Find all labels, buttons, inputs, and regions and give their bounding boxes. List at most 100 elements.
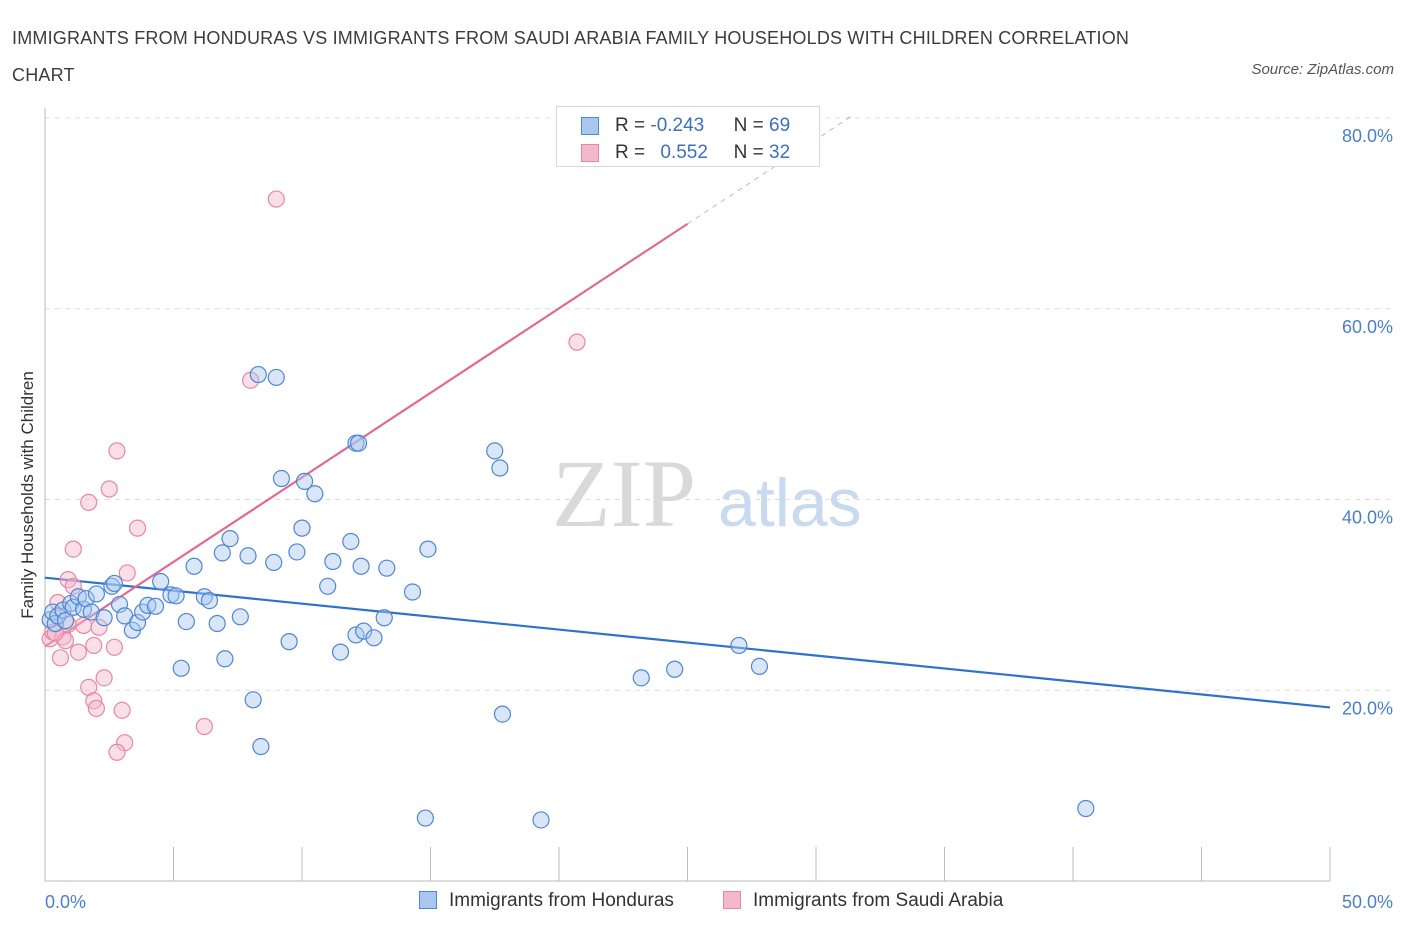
data-point-honduras xyxy=(324,552,342,571)
data-point-saudi-arabia xyxy=(128,519,147,537)
data-point-honduras xyxy=(177,612,195,631)
trendline-honduras xyxy=(44,576,1331,709)
data-point-honduras xyxy=(419,540,437,558)
legend-item-honduras: Immigrants from Honduras xyxy=(419,890,674,912)
data-point-honduras xyxy=(128,613,147,632)
watermark: ZIP atlas xyxy=(552,440,862,547)
legend-label-saudi-arabia: Immigrants from Saudi Arabia xyxy=(753,890,1004,911)
data-point-saudi-arabia xyxy=(95,669,113,687)
data-point-honduras xyxy=(532,811,550,829)
legend-swatch-blue xyxy=(419,891,437,909)
data-point-saudi-arabia xyxy=(69,643,88,661)
legend-n-label: N = xyxy=(733,115,770,136)
x-tick-label: 50.0% xyxy=(1342,892,1393,912)
legend-r-value: 0.552 xyxy=(660,142,708,163)
data-point-saudi-arabia xyxy=(105,638,123,656)
data-point-honduras xyxy=(152,572,170,591)
data-point-honduras xyxy=(265,553,283,572)
data-point-saudi-arabia xyxy=(108,743,126,761)
trendline-saudi-arabia xyxy=(44,222,689,648)
y-tick-label: 40.0% xyxy=(1342,508,1393,528)
legend-label-honduras: Immigrants from Honduras xyxy=(449,890,674,911)
data-point-saudi-arabia xyxy=(267,190,285,208)
data-point-honduras xyxy=(272,469,291,488)
data-point-honduras xyxy=(486,442,504,460)
y-tick-label: 80.0% xyxy=(1342,126,1393,146)
watermark-atlas: atlas xyxy=(718,465,862,541)
data-point-honduras xyxy=(288,543,306,561)
stats-legend: R = -0.243 N = 69 R = 0.552 N = 32 xyxy=(556,106,820,167)
data-point-saudi-arabia xyxy=(568,333,586,351)
legend-swatch-pink xyxy=(723,891,741,909)
data-point-honduras xyxy=(103,577,121,595)
data-point-honduras xyxy=(267,368,285,387)
x-tick-label: 0.0% xyxy=(45,892,86,912)
data-point-honduras xyxy=(239,547,257,565)
data-point-honduras xyxy=(87,585,106,603)
data-point-saudi-arabia xyxy=(100,480,118,498)
data-point-honduras xyxy=(750,657,769,676)
data-point-honduras xyxy=(208,614,226,633)
legend-n-label: N = xyxy=(733,142,770,163)
data-point-saudi-arabia xyxy=(64,540,82,558)
chart-title: IMMIGRANTS FROM HONDURAS VS IMMIGRANTS F… xyxy=(12,28,1130,85)
data-point-honduras xyxy=(365,629,383,647)
y-axis-label: Family Households with Children xyxy=(18,371,37,619)
y-tick-label: 20.0% xyxy=(1342,698,1393,718)
data-point-honduras xyxy=(347,626,365,644)
data-point-honduras xyxy=(105,574,123,593)
data-point-honduras xyxy=(95,609,113,627)
data-point-honduras xyxy=(319,577,337,595)
data-point-honduras xyxy=(493,705,512,723)
data-point-honduras xyxy=(632,669,650,687)
data-point-honduras xyxy=(64,598,82,616)
data-point-honduras xyxy=(162,586,180,604)
legend-n-value: 32 xyxy=(769,142,791,163)
data-point-honduras xyxy=(280,633,298,651)
data-point-honduras xyxy=(231,608,249,626)
axes xyxy=(44,108,1331,882)
legend-r-label: R = xyxy=(615,142,651,163)
data-point-saudi-arabia xyxy=(90,618,108,636)
data-point-saudi-arabia xyxy=(108,442,126,460)
data-point-honduras xyxy=(213,544,231,562)
data-point-honduras xyxy=(331,643,350,661)
legend-swatch-blue xyxy=(581,117,599,135)
data-point-saudi-arabia xyxy=(113,701,131,719)
data-point-honduras xyxy=(221,530,239,548)
data-point-honduras xyxy=(295,472,314,490)
data-point-honduras xyxy=(378,559,396,577)
legend-swatch-pink xyxy=(581,144,599,162)
grid-lines xyxy=(45,117,1390,691)
data-point-honduras xyxy=(730,636,748,655)
data-point-honduras xyxy=(56,612,75,630)
legend-r-label: R = xyxy=(615,115,651,136)
data-point-honduras xyxy=(491,459,509,477)
data-point-honduras xyxy=(416,809,434,827)
data-point-honduras xyxy=(666,660,684,678)
trendline-saudi-arabia-extension xyxy=(687,113,855,225)
data-point-honduras xyxy=(249,365,267,384)
data-point-honduras xyxy=(375,609,393,627)
data-point-honduras xyxy=(306,485,324,503)
legend-r-value: -0.243 xyxy=(650,115,705,136)
data-point-honduras xyxy=(403,583,422,601)
tick-labels: 20.0% 40.0% 60.0% 80.0% 0.0% 50.0% xyxy=(45,126,1393,912)
legend-item-saudi-arabia: Immigrants from Saudi Arabia xyxy=(723,890,1003,912)
data-point-saudi-arabia xyxy=(80,493,98,511)
source-credit: Source: ZipAtlas.com xyxy=(1251,61,1394,78)
legend-n-value: 69 xyxy=(769,115,791,136)
data-point-honduras xyxy=(293,519,311,537)
watermark-zip: ZIP xyxy=(552,440,696,547)
data-point-honduras xyxy=(200,591,219,610)
y-tick-label: 60.0% xyxy=(1342,317,1393,337)
data-point-saudi-arabia xyxy=(87,699,106,717)
data-point-honduras xyxy=(185,557,203,575)
data-point-honduras xyxy=(252,737,270,756)
data-point-honduras xyxy=(349,434,368,452)
data-point-honduras xyxy=(244,691,262,709)
data-point-saudi-arabia xyxy=(85,636,103,655)
data-point-honduras xyxy=(352,557,370,575)
data-point-honduras xyxy=(146,597,165,615)
data-point-honduras xyxy=(355,622,373,640)
